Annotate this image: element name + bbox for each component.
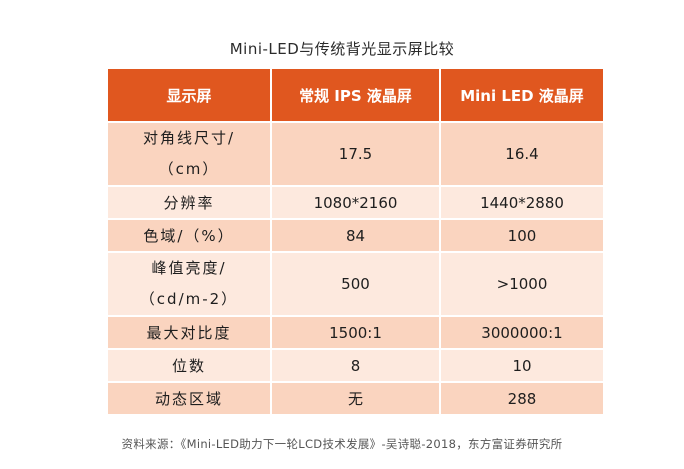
table-row: 动态区域 无 288 — [106, 381, 605, 416]
row-label: 最大对比度 — [106, 315, 272, 350]
ips-value: 无 — [270, 381, 441, 416]
row-label: 峰值亮度/ （cd/m-2） — [106, 251, 272, 317]
mini-led-value: 100 — [439, 218, 605, 253]
row-label-line1: 对角线尺寸/ — [142, 129, 236, 147]
header-display: 显示屏 — [106, 67, 272, 123]
row-label: 对角线尺寸/ （cm） — [106, 121, 272, 187]
ips-value: 1500:1 — [270, 315, 441, 350]
mini-led-value: 288 — [439, 381, 605, 416]
comparison-table: 显示屏 常规 IPS 液晶屏 Mini LED 液晶屏 对角线尺寸/ （cm） … — [106, 67, 605, 416]
mini-led-value: 16.4 — [439, 121, 605, 187]
table-row: 色域/（%） 84 100 — [106, 218, 605, 253]
ips-value: 17.5 — [270, 121, 441, 187]
mini-led-value: 10 — [439, 348, 605, 383]
mini-led-value: >1000 — [439, 251, 605, 317]
mini-led-value: 3000000:1 — [439, 315, 605, 350]
header-mini-led: Mini LED 液晶屏 — [439, 67, 605, 123]
row-label: 动态区域 — [106, 381, 272, 416]
ips-value: 500 — [270, 251, 441, 317]
table-row: 分辨率 1080*2160 1440*2880 — [106, 185, 605, 220]
table-row: 最大对比度 1500:1 3000000:1 — [106, 315, 605, 350]
row-label-line2: （cd/m-2） — [139, 290, 239, 308]
row-label: 分辨率 — [106, 185, 272, 220]
table-title: Mini-LED与传统背光显示屏比较 — [229, 40, 455, 58]
ips-value: 8 — [270, 348, 441, 383]
row-label-line1: 峰值亮度/ — [151, 259, 227, 277]
ips-value: 84 — [270, 218, 441, 253]
table-row: 位数 8 10 — [106, 348, 605, 383]
row-label: 位数 — [106, 348, 272, 383]
table-header-row: 显示屏 常规 IPS 液晶屏 Mini LED 液晶屏 — [106, 67, 605, 123]
header-ips: 常规 IPS 液晶屏 — [270, 67, 441, 123]
ips-value: 1080*2160 — [270, 185, 441, 220]
source-note: 资料来源：《Mini-LED助力下一轮LCD技术发展》-吴诗聪-2018，东方富… — [121, 437, 563, 451]
table-row: 对角线尺寸/ （cm） 17.5 16.4 — [106, 121, 605, 187]
row-label-line2: （cm） — [158, 160, 220, 178]
table-row: 峰值亮度/ （cd/m-2） 500 >1000 — [106, 251, 605, 317]
mini-led-value: 1440*2880 — [439, 185, 605, 220]
row-label: 色域/（%） — [106, 218, 272, 253]
